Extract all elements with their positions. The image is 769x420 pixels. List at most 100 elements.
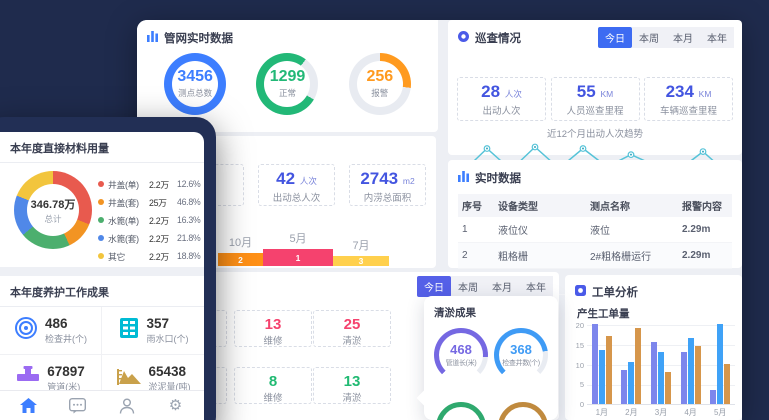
legend-pct: 18.8% <box>177 251 201 261</box>
user-icon[interactable] <box>115 394 139 418</box>
achievement-value: 486 <box>45 315 68 331</box>
y-tick: 5 <box>579 380 584 390</box>
grate-icon <box>118 317 140 344</box>
workorder-icon <box>575 283 586 301</box>
legend-pct: 12.6% <box>177 179 201 189</box>
bar-series-orange <box>664 372 671 404</box>
phone-screen: 本年度直接材料用量 346.78万 总计 井盖(单) 2.2万 12.6% 井盖(套… <box>0 132 204 420</box>
legend-value: 2.2万 <box>149 251 169 262</box>
x-tick: 1月 <box>595 408 609 417</box>
cell: 粗格栅 <box>494 242 586 269</box>
cell: 1 <box>458 217 494 243</box>
x-tick: 5月 <box>713 408 727 417</box>
tab-week[interactable]: 本周 <box>632 27 666 48</box>
tab-month[interactable]: 本月 <box>666 27 700 48</box>
gauge-label: 检查井数(个) <box>502 359 540 367</box>
material-donut-chart: 346.78万 总计 <box>14 171 92 249</box>
y-tick: 0 <box>579 400 584 409</box>
maintenance-tab-group: 今日 本周 本月 本年 <box>417 276 553 297</box>
y-axis: 20 15 10 5 0 <box>569 321 587 409</box>
podium-value: 2 <box>238 254 243 265</box>
donut-total: 346.78万 <box>30 198 76 211</box>
donut-total-label: 总计 <box>44 213 62 224</box>
manhole-icon <box>14 316 38 345</box>
plot-area: 1月 2月 3月 4月 5月 <box>587 324 735 417</box>
chart-section-title: 产生工单量 <box>577 308 630 320</box>
stat-label: 维修 <box>263 336 283 348</box>
donut-normal: 1299 正常 <box>256 53 319 115</box>
message-icon[interactable] <box>66 394 90 418</box>
panel-title: 工单分析 <box>592 287 638 299</box>
y-tick: 15 <box>575 340 584 350</box>
bar-series-blue <box>657 352 664 404</box>
stat-label: 人员巡查里程 <box>566 105 624 117</box>
settings-gear-icon[interactable]: ⚙ <box>168 397 183 414</box>
col-alarm-content: 报警内容 <box>678 194 732 217</box>
stat-label: 清淤 <box>342 393 362 405</box>
podium-month: 5月 <box>289 233 307 245</box>
panel-title: 巡查情况 <box>475 33 521 45</box>
legend-pct: 21.8% <box>177 233 201 243</box>
stat-vehicle-distance: 234 KM 车辆巡查里程 <box>644 77 733 121</box>
col-index: 序号 <box>458 194 494 217</box>
tab-today[interactable]: 今日 <box>417 276 451 297</box>
stat-value: 2743 <box>360 169 399 188</box>
stat-value: 42 <box>276 169 296 188</box>
legend-item: 井盖(单) 2.2万 12.6% <box>98 175 202 193</box>
tab-month[interactable]: 本月 <box>485 276 519 297</box>
gauge-pipe-length: 468 管道长(米) <box>434 328 488 382</box>
stat-person-distance: 55 KM 人员巡查里程 <box>550 77 640 121</box>
achievement-label: 管道(米) <box>47 382 81 393</box>
x-tick: 3月 <box>654 408 668 417</box>
cell: 2#粗格栅运行 <box>586 242 678 269</box>
tab-week[interactable]: 本周 <box>451 276 485 297</box>
bar-series-purple <box>621 370 628 404</box>
stat-unit: KM <box>698 89 712 99</box>
stat-unit: 人次 <box>504 89 522 99</box>
gauge-partial-green <box>436 402 486 420</box>
home-icon[interactable] <box>17 394 41 418</box>
achievement-manholes: 486 检查井(个) <box>0 307 102 355</box>
workorder-bar-chart: 20 15 10 5 0 1月 2月 3月 4月 5月 <box>569 321 742 417</box>
maintenance-result-title: 本年度养护工作成果 <box>0 276 204 307</box>
pipe-icon <box>16 365 40 392</box>
podium-value: 1 <box>295 252 301 263</box>
stat-label: 出动总人次 <box>272 192 321 204</box>
patrol-tab-group: 今日 本周 本月 本年 <box>598 27 734 48</box>
panel-realtime-table: 实时数据 序号 设备类型 测点名称 报警内容 1 液位仪 液位 2.29m 2 粗格栅 2… <box>448 160 742 295</box>
donut-label: 测点总数 <box>178 88 213 98</box>
legend-value: 2.2万 <box>149 179 169 190</box>
legend-dot <box>98 253 104 259</box>
gauge-value: 468 <box>450 341 472 357</box>
donut-total-points: 3456 测点总数 <box>164 53 227 115</box>
gauge-partial-tan <box>498 402 548 420</box>
bar-series-blue <box>717 324 724 404</box>
cell: 2 <box>458 242 494 269</box>
achievement-value: 357 <box>146 315 170 331</box>
bar-group: 3月 <box>650 325 671 417</box>
legend-item: 水篦(套) 2.2万 21.8% <box>98 229 202 247</box>
podium-rank2: 10月 2 <box>218 234 263 266</box>
legend-item: 其它 2.2万 18.8% <box>98 247 202 265</box>
bar-group: 1月 <box>591 324 612 417</box>
tab-year[interactable]: 本年 <box>700 27 734 48</box>
tab-today[interactable]: 今日 <box>598 27 632 48</box>
achievement-sludge: 65438 淤泥量(吨) <box>102 355 204 403</box>
legend-dot <box>98 217 104 223</box>
stat-label: 清淤 <box>342 336 362 348</box>
stat-value: 25 <box>343 316 361 333</box>
legend-value: 25万 <box>149 197 167 208</box>
achievement-label: 淤泥量(吨) <box>148 382 191 393</box>
donut-value: 1299 <box>269 68 306 85</box>
achievement-label: 检查井(个) <box>45 334 87 345</box>
bar-series-purple <box>591 324 598 404</box>
bar-series-blue <box>687 338 694 404</box>
tab-year[interactable]: 本年 <box>519 276 553 297</box>
x-tick: 4月 <box>684 408 697 417</box>
stat-repair-pending: 13 维修 <box>234 310 312 347</box>
table-row[interactable]: 2 粗格栅 2#粗格栅运行 2.29m <box>458 242 732 269</box>
y-tick: 20 <box>575 321 584 330</box>
table-row[interactable]: 1 液位仪 液位 2.29m <box>458 217 732 243</box>
alarm-value: 2.29m <box>678 217 732 243</box>
